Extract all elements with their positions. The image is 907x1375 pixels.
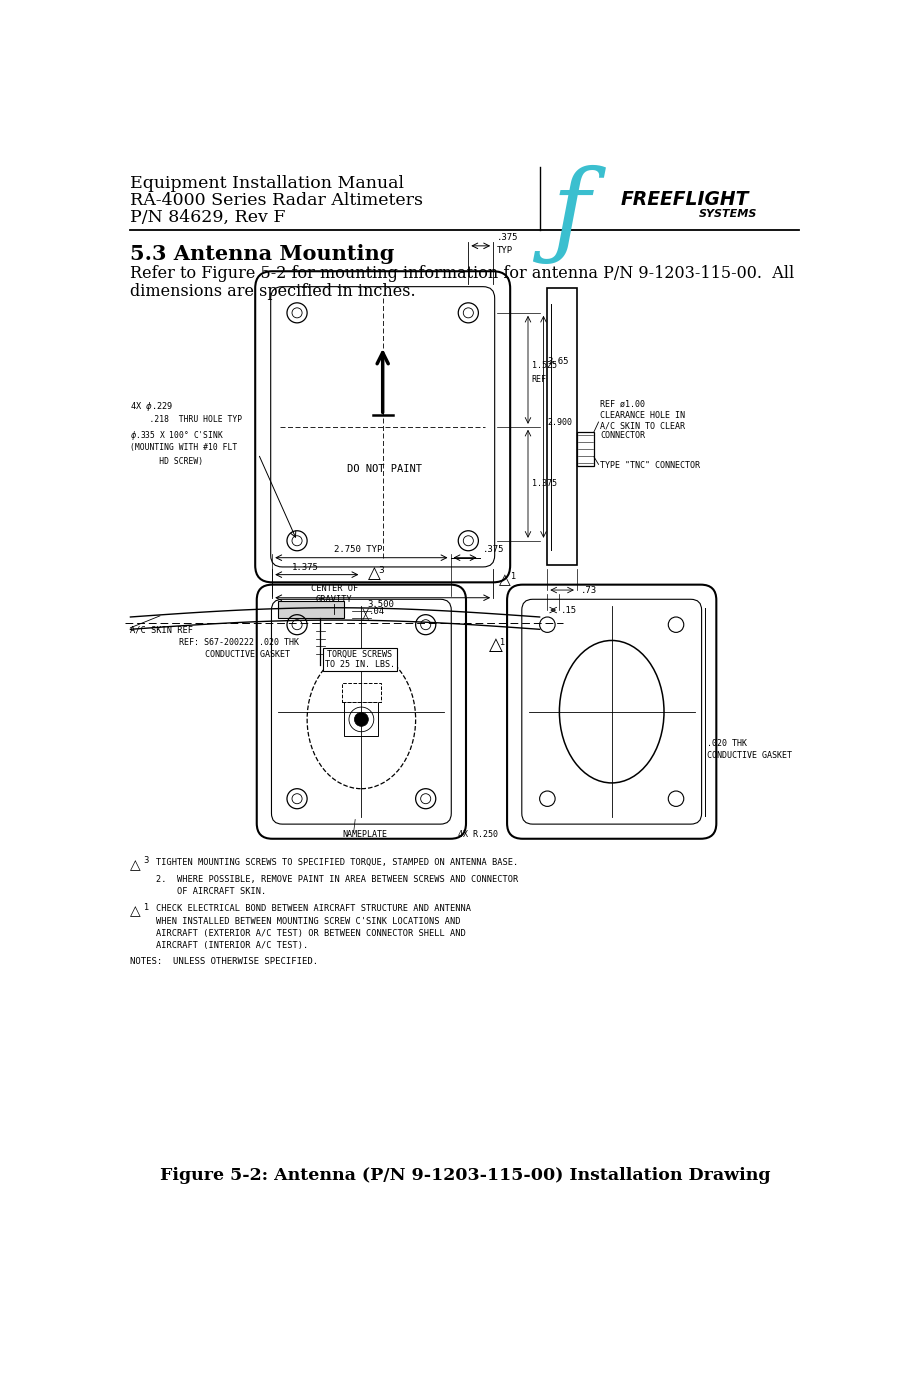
Text: 1: 1 xyxy=(510,572,515,582)
Text: $\phi$.335 X 100° C'SINK: $\phi$.335 X 100° C'SINK xyxy=(131,429,224,443)
Text: FREEFLIGHT: FREEFLIGHT xyxy=(621,190,749,209)
Text: (MOUNTING WITH #10 FLT: (MOUNTING WITH #10 FLT xyxy=(131,443,238,452)
Text: CONDUCTIVE GASKET: CONDUCTIVE GASKET xyxy=(707,751,792,760)
Text: TORQUE SCREWS
TO 25 IN. LBS.: TORQUE SCREWS TO 25 IN. LBS. xyxy=(325,649,395,670)
Text: NAMEPLATE: NAMEPLATE xyxy=(342,830,387,839)
Text: .73: .73 xyxy=(580,586,597,594)
Text: CENTER OF: CENTER OF xyxy=(310,584,358,593)
Text: △: △ xyxy=(131,905,141,918)
Text: HD SCREW): HD SCREW) xyxy=(131,456,203,466)
Text: .15: .15 xyxy=(561,605,578,615)
Text: 1.375: 1.375 xyxy=(532,480,557,488)
Text: REF: REF xyxy=(532,375,547,385)
Text: Equipment Installation Manual: Equipment Installation Manual xyxy=(131,175,405,192)
Text: 2.750 TYP: 2.750 TYP xyxy=(335,544,383,554)
Text: TYPE "TNC" CONNECTOR: TYPE "TNC" CONNECTOR xyxy=(600,461,700,470)
Text: A/C SKIN REF: A/C SKIN REF xyxy=(131,626,193,634)
Bar xyxy=(342,683,381,703)
Text: 1.375: 1.375 xyxy=(292,562,318,572)
Text: OF AIRCRAFT SKIN.: OF AIRCRAFT SKIN. xyxy=(156,887,267,896)
Text: 1: 1 xyxy=(142,902,148,912)
Text: P/N 84629, Rev F: P/N 84629, Rev F xyxy=(131,209,286,226)
Circle shape xyxy=(355,712,368,726)
Text: 3: 3 xyxy=(142,857,148,865)
Text: 3.500: 3.500 xyxy=(367,600,394,609)
Text: .04: .04 xyxy=(369,608,385,616)
Text: Refer to Figure 5-2 for mounting information for antenna P/N 9-1203-115-00.  All: Refer to Figure 5-2 for mounting informa… xyxy=(131,265,795,282)
Text: DO NOT PAINT: DO NOT PAINT xyxy=(346,465,422,474)
Text: 2.900: 2.900 xyxy=(548,418,572,428)
Text: WHEN INSTALLED BETWEEN MOUNTING SCREW C'SINK LOCATIONS AND: WHEN INSTALLED BETWEEN MOUNTING SCREW C'… xyxy=(156,917,461,925)
Text: NOTES:  UNLESS OTHERWISE SPECIFIED.: NOTES: UNLESS OTHERWISE SPECIFIED. xyxy=(131,957,318,965)
Text: △: △ xyxy=(489,637,503,654)
Bar xyxy=(577,432,594,466)
Text: △: △ xyxy=(367,565,380,583)
Text: .020 THK: .020 THK xyxy=(707,740,747,748)
Text: REF ø1.00: REF ø1.00 xyxy=(600,400,645,408)
Text: SYSTEMS: SYSTEMS xyxy=(698,209,756,219)
Text: Figure 5-2: Antenna (P/N 9-1203-115-00) Installation Drawing: Figure 5-2: Antenna (P/N 9-1203-115-00) … xyxy=(160,1167,770,1184)
Text: 1: 1 xyxy=(500,638,504,646)
Text: AIRCRAFT (INTERIOR A/C TEST).: AIRCRAFT (INTERIOR A/C TEST). xyxy=(156,941,308,950)
Text: ƒ: ƒ xyxy=(551,165,590,267)
Text: AIRCRAFT (EXTERIOR A/C TEST) OR BETWEEN CONNECTOR SHELL AND: AIRCRAFT (EXTERIOR A/C TEST) OR BETWEEN … xyxy=(156,930,466,938)
Text: CONDUCTIVE GASKET: CONDUCTIVE GASKET xyxy=(205,650,290,659)
Text: .375: .375 xyxy=(497,232,519,242)
Text: 4X R.250: 4X R.250 xyxy=(458,830,498,839)
Text: 4X $\phi$.229: 4X $\phi$.229 xyxy=(131,400,174,412)
Text: GRAVITY: GRAVITY xyxy=(316,594,353,604)
Text: A/C SKIN TO CLEAR: A/C SKIN TO CLEAR xyxy=(600,421,685,430)
Text: .375: .375 xyxy=(483,544,504,554)
Text: 5.3 Antenna Mounting: 5.3 Antenna Mounting xyxy=(131,245,395,264)
Text: TIGHTEN MOUNTING SCREWS TO SPECIFIED TORQUE, STAMPED ON ANTENNA BASE.: TIGHTEN MOUNTING SCREWS TO SPECIFIED TOR… xyxy=(156,858,518,868)
Bar xyxy=(345,703,378,737)
Text: TYP: TYP xyxy=(497,246,513,256)
Text: .218  THRU HOLE TYP: .218 THRU HOLE TYP xyxy=(131,415,242,425)
Text: CLEARANCE HOLE IN: CLEARANCE HOLE IN xyxy=(600,411,685,421)
Text: 3: 3 xyxy=(378,566,385,575)
Text: CONNECTOR: CONNECTOR xyxy=(600,432,645,440)
Text: 1.525: 1.525 xyxy=(532,362,557,370)
Text: △: △ xyxy=(500,572,511,587)
Text: 2.  WHERE POSSIBLE, REMOVE PAINT IN AREA BETWEEN SCREWS AND CONNECTOR: 2. WHERE POSSIBLE, REMOVE PAINT IN AREA … xyxy=(156,874,518,884)
Text: REF: S67-200222 .020 THK: REF: S67-200222 .020 THK xyxy=(180,638,299,646)
Text: dimensions are specified in inches.: dimensions are specified in inches. xyxy=(131,283,416,300)
Text: RA-4000 Series Radar Altimeters: RA-4000 Series Radar Altimeters xyxy=(131,193,424,209)
Bar xyxy=(278,601,344,617)
Text: 3.65: 3.65 xyxy=(548,358,569,366)
Text: △: △ xyxy=(131,858,141,872)
Text: CHECK ELECTRICAL BOND BETWEEN AIRCRAFT STRUCTURE AND ANTENNA: CHECK ELECTRICAL BOND BETWEEN AIRCRAFT S… xyxy=(156,905,471,913)
